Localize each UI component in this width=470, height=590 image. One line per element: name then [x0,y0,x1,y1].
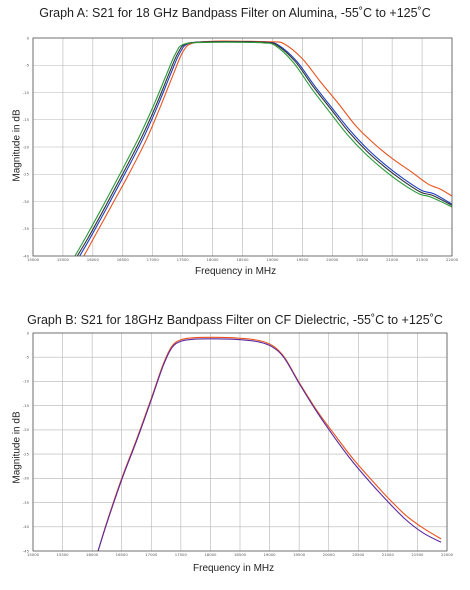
chart-b-x-tick-label: 21500 [411,552,424,557]
chart-b-series-2-line [97,338,442,551]
chart-a-y-tick-label: -25 [23,172,30,177]
chart-b-y-tick-label: -45 [23,548,30,553]
chart-a-series-1-line [83,40,452,256]
chart-a-x-tick-label: 21000 [386,257,399,262]
chart-a-y-tick-label: -10 [23,90,30,95]
chart-a-y-tick-label: -40 [23,253,30,258]
chart-a-x-tick-label: 15500 [57,257,70,262]
chart-b-x-tick-label: 20000 [323,552,336,557]
chart-b-x-tick-label: 15000 [27,552,40,557]
chart-a-x-tick-label: 19500 [296,257,309,262]
chart-a-x-axis-label: Frequency in MHz [195,266,277,277]
chart-b-y-tick-label: -10 [23,379,30,384]
chart-a-x-tick-label: 20500 [356,257,369,262]
chart-a-x-tick-label: 17500 [177,257,190,262]
chart-b-y-tick-label: -40 [23,524,30,529]
chart-a-x-tick-label: 16500 [117,257,130,262]
chart-b-y-tick-label: -30 [23,476,30,481]
chart-a-y-tick-label: -30 [23,199,30,204]
chart-b-x-tick-label: 15500 [57,552,70,557]
chart-a-x-tick-label: 22000 [446,257,459,262]
chart-a-series-3-line [76,41,452,256]
chart-b-x-tick-label: 21000 [382,552,395,557]
chart-a-y-tick-label: -20 [23,144,30,149]
chart-a-y-tick-label: 0 [27,35,30,40]
chart-b-x-tick-label: 20500 [352,552,365,557]
chart-b-y-tick-label: -25 [23,451,30,456]
chart-b-x-tick-label: 19000 [264,552,277,557]
chart-b-y-tick-label: -15 [23,403,30,408]
chart-a-x-tick-label: 16000 [87,257,100,262]
chart-a-x-tick-label: 20000 [326,257,339,262]
chart-b-x-tick-label: 18000 [204,552,217,557]
chart-a-plot-border [32,37,453,257]
chart-a-x-tick-label: 18500 [236,257,249,262]
chart-b-x-tick-label: 16500 [116,552,129,557]
chart-a-y-tick-label: -15 [23,117,30,122]
chart-b-x-tick-label: 17500 [175,552,188,557]
chart-b-x-tick-label: 22000 [441,552,454,557]
chart-a-y-tick-label: -5 [25,63,29,68]
chart-a-x-tick-label: 18000 [207,257,220,262]
chart-b-x-axis-label: Frequency in MHz [193,563,275,574]
chart-a-x-tick-label: 21500 [416,257,429,262]
chart-b-plot-border [32,332,448,552]
chart-a-x-tick-label: 19000 [266,257,279,262]
chart-b-x-tick-label: 16000 [86,552,99,557]
chart-b-y-tick-label: -35 [23,500,30,505]
chart-b-x-tick-label: 18500 [234,552,247,557]
chart-a-series-4-line [74,41,452,256]
chart-a-title: Graph A: S21 for 18 GHz Bandpass Filter … [39,6,431,20]
chart-a-x-tick-label: 15000 [27,257,40,262]
chart-a-y-tick-label: -35 [23,226,30,231]
chart-b-title: Graph B: S21 for 18GHz Bandpass Filter o… [27,313,443,327]
chart-b-y-tick-label: -5 [25,355,29,360]
chart-b-y-tick-label: 0 [27,330,30,335]
chart-b-x-tick-label: 19500 [293,552,306,557]
chart-b-y-tick-label: -20 [23,427,30,432]
chart-b-x-tick-label: 17000 [145,552,158,557]
chart-a-x-tick-label: 17000 [147,257,160,262]
